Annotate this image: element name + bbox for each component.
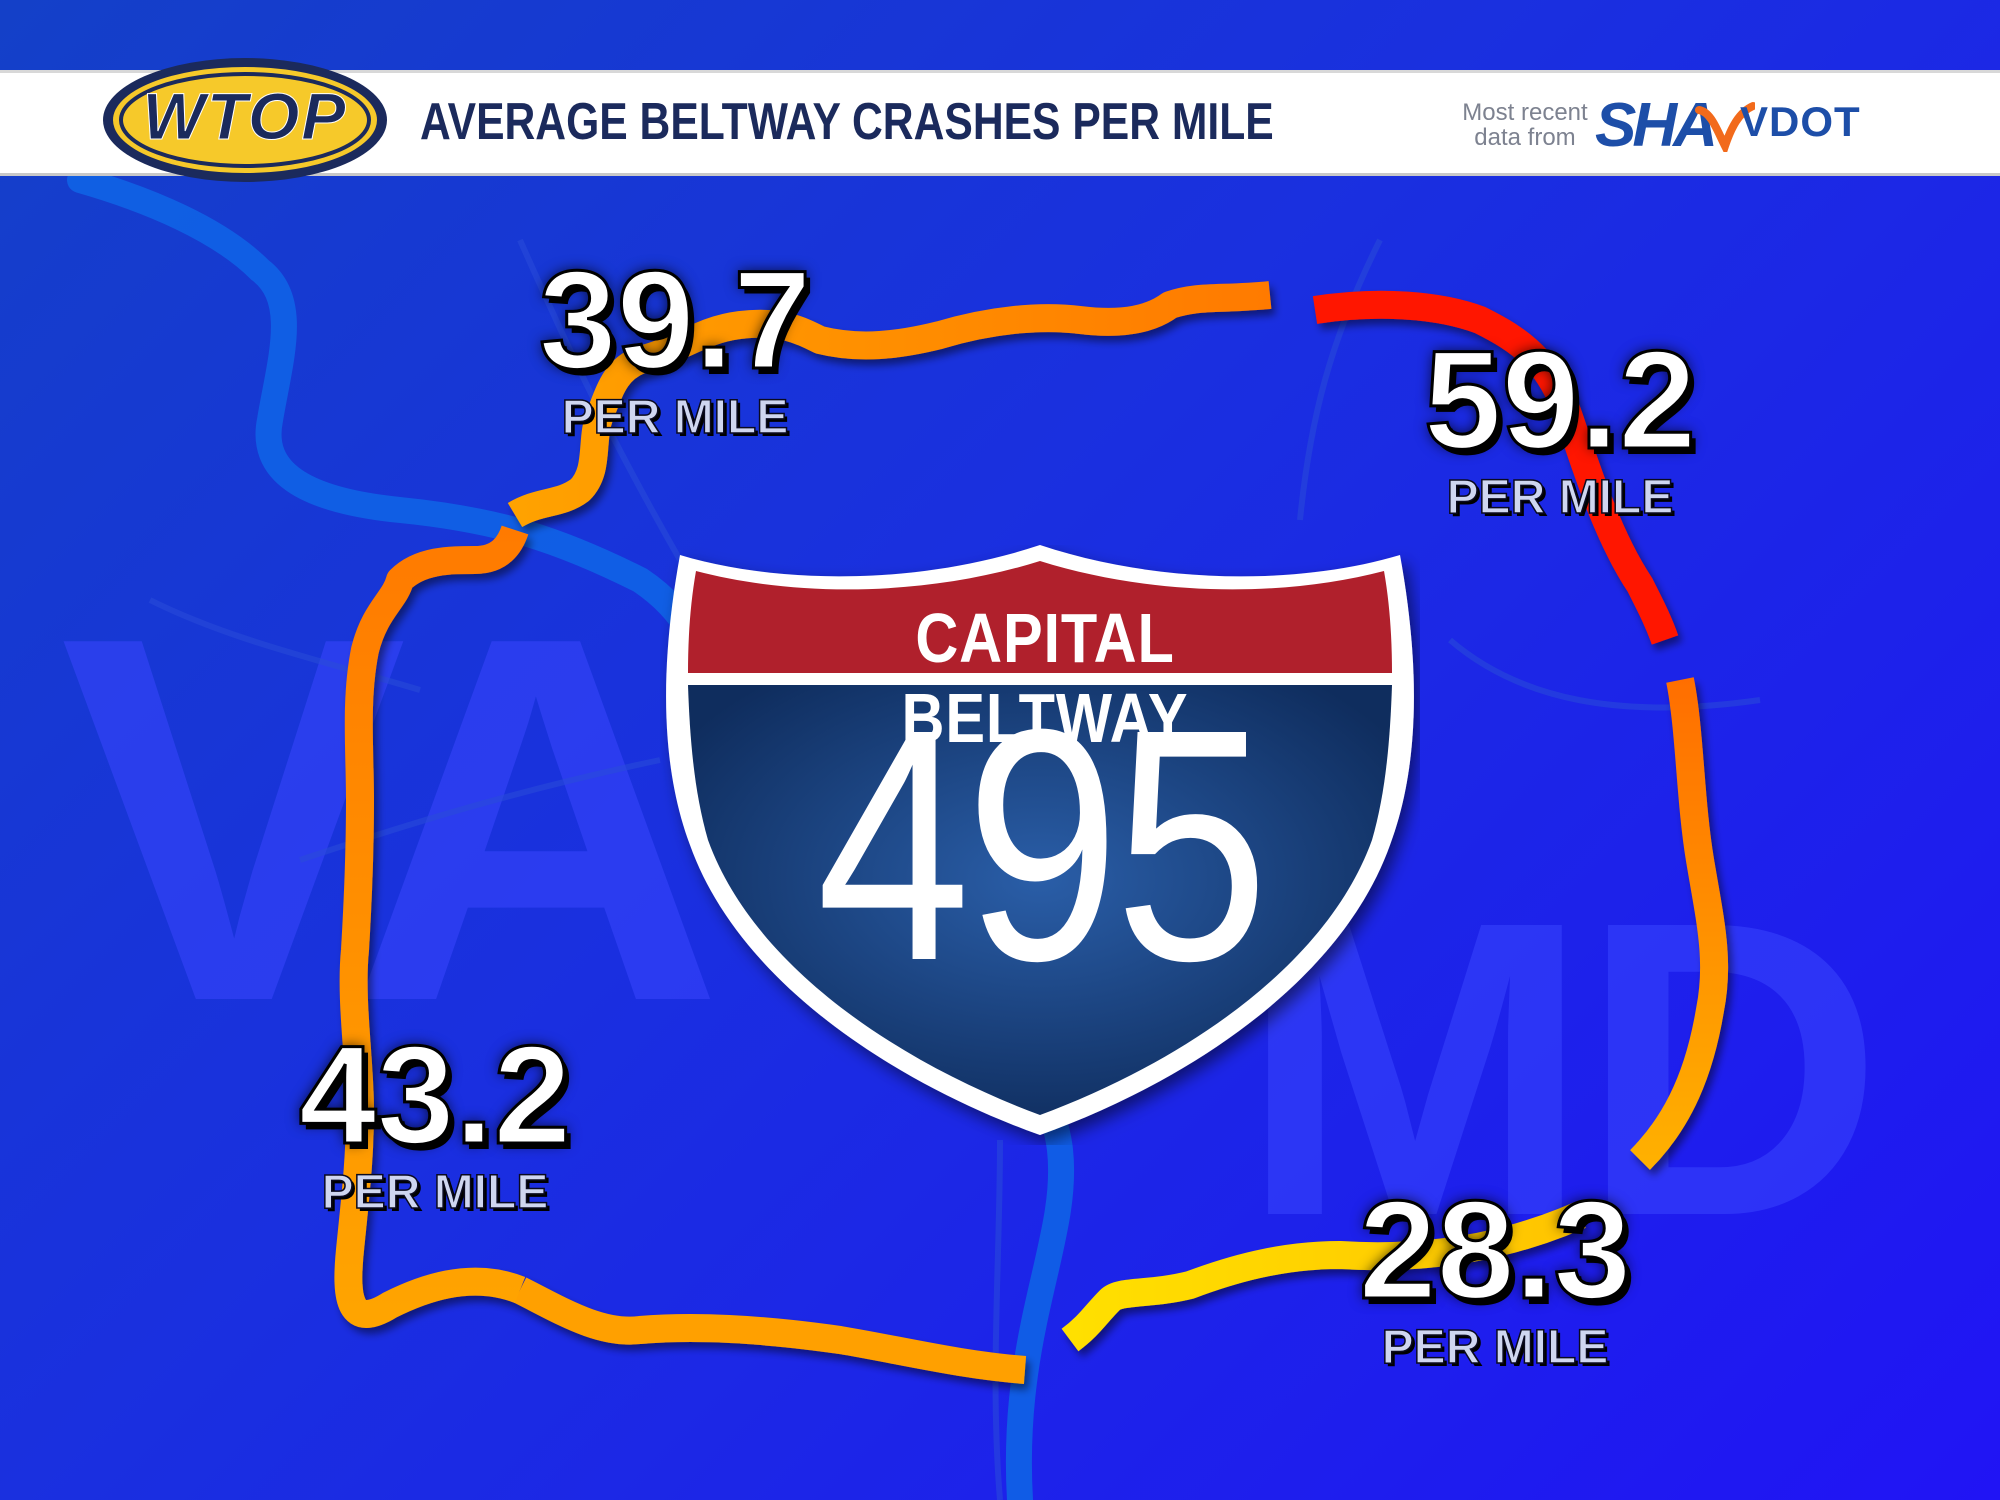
beltway-segment-south [513,1277,1027,1384]
beltway-segment-southeast [1061,1202,1586,1352]
stat-northwest-unit: PER MILE [561,391,789,444]
beltway-segment-southwest [334,525,529,1328]
interstate-shield-icon [666,545,1414,1135]
stat-southwest: 43.2 PER MILE [265,1016,605,1219]
chart-title: AVERAGE BELTWAY CRASHES PER MILE [420,93,1274,151]
sha-logo: SHA [1595,91,1718,160]
stat-northwest: 39.7 PER MILE [505,241,845,444]
shield-title: CAPITAL BELTWAY [901,599,1189,757]
source-note: Most recent data from [1450,100,1600,150]
beltway-segment-northeast [1312,290,1679,645]
shield-route-number: 495 [816,660,1268,1029]
vdot-swoosh-icon [1695,102,1755,152]
stat-northeast-unit: PER MILE [1446,471,1674,524]
source-note-line2: data from [1474,124,1576,151]
state-label-va: VA [60,529,724,1110]
vdot-logo: VDOT [1740,98,1861,145]
stat-northeast: 59.2 PER MILE [1385,321,1735,524]
beltway-ring [334,281,1729,1384]
source-note-line1: Most recent [1462,99,1588,126]
beltway-segment-northwest [507,281,1272,528]
stat-northeast-value: 59.2 [1422,321,1697,478]
wtop-logo-text: WTOP [142,79,348,154]
stat-southwest-value: 43.2 [297,1016,572,1173]
stat-southeast-unit: PER MILE [1381,1321,1609,1374]
beltway-segment-east [1629,677,1729,1170]
stat-southeast: 28.3 PER MILE [1325,1171,1665,1374]
stat-southeast-value: 28.3 [1357,1171,1632,1328]
stat-southwest-unit: PER MILE [321,1166,549,1219]
wtop-logo [103,58,387,182]
stat-northwest-value: 39.7 [537,241,812,398]
